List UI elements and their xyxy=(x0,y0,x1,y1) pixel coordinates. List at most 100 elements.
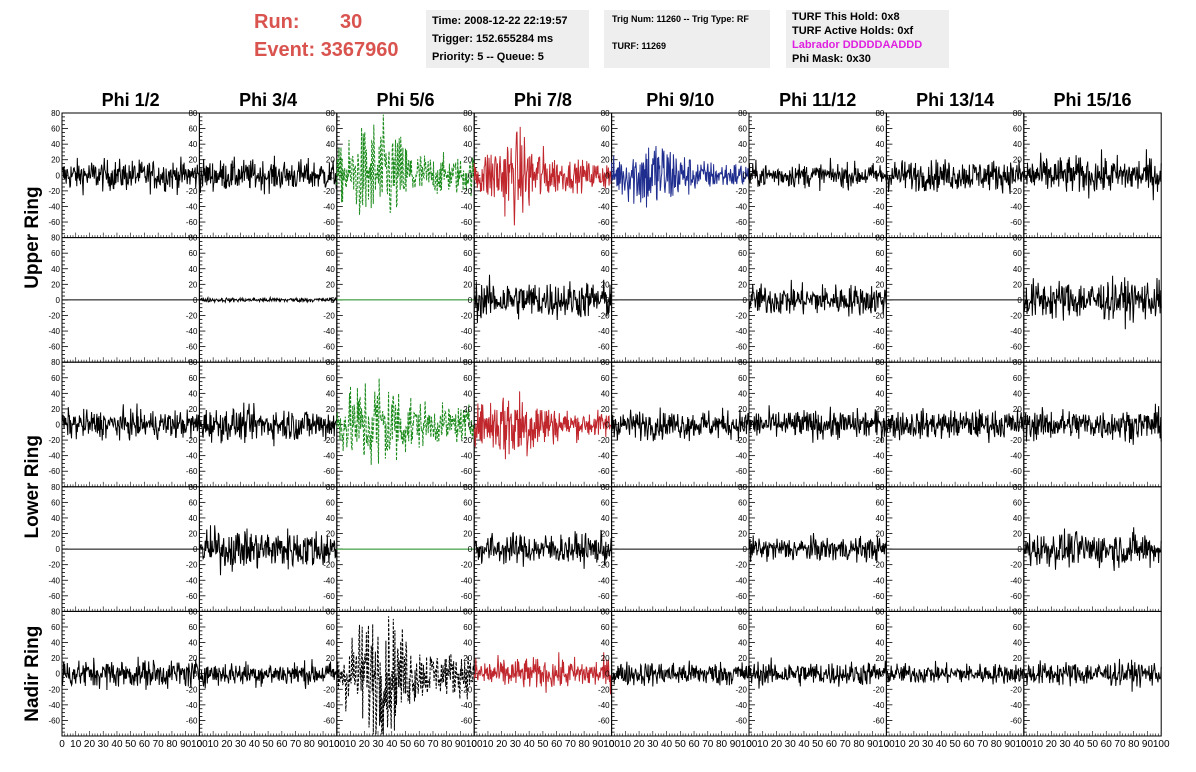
y-tick-label: -40 xyxy=(598,327,610,336)
y-tick-label: 20 xyxy=(875,405,884,414)
y-tick-label: 0 xyxy=(605,421,610,430)
trigger-info-panel: Trig Num: 11260 -- Trig Type: RF TURF: 1… xyxy=(604,10,770,68)
y-tick-label: 20 xyxy=(875,654,884,663)
y-tick-label: -40 xyxy=(186,452,198,461)
y-tick-label: 20 xyxy=(601,280,610,289)
column-title: Phi 13/14 xyxy=(916,90,994,110)
y-tick-label: 60 xyxy=(875,623,884,632)
run-event-box: Run: 30 Event: 3367960 xyxy=(254,8,399,64)
y-tick-label: 0 xyxy=(468,171,473,180)
x-tick-label: 60 xyxy=(1101,739,1113,750)
y-tick-label: -20 xyxy=(323,436,335,445)
y-tick-label: -20 xyxy=(873,311,885,320)
y-tick-label: -20 xyxy=(323,187,335,196)
y-tick-label: 80 xyxy=(875,358,884,367)
y-tick-label: 80 xyxy=(875,483,884,492)
y-tick-label: -60 xyxy=(186,592,198,601)
x-tick-label: 10 xyxy=(208,739,220,750)
y-tick-label: 0 xyxy=(880,545,885,554)
y-tick-label: 60 xyxy=(1013,498,1022,507)
y-tick-label: 20 xyxy=(601,405,610,414)
y-tick-label: 80 xyxy=(326,109,335,118)
y-tick-label: -60 xyxy=(735,592,747,601)
x-tick-label: 70 xyxy=(565,739,577,750)
y-tick-label: 40 xyxy=(326,265,335,274)
y-tick-label: 80 xyxy=(51,109,60,118)
y-tick-label: 20 xyxy=(188,654,197,663)
x-tick-label: 20 xyxy=(771,739,783,750)
y-tick-label: -40 xyxy=(461,452,473,461)
waveform-trace xyxy=(885,159,1025,195)
x-tick-label: 40 xyxy=(1073,739,1085,750)
y-tick-label: 80 xyxy=(326,358,335,367)
x-tick-label: 80 xyxy=(441,739,453,750)
y-tick-label: 0 xyxy=(330,545,335,554)
x-tick-label: 90 xyxy=(455,739,467,750)
y-tick-label: -40 xyxy=(1010,452,1022,461)
x-tick-label: 70 xyxy=(840,739,852,750)
y-tick-label: 20 xyxy=(601,530,610,539)
y-tick-label: -60 xyxy=(186,716,198,725)
y-tick-label: 40 xyxy=(738,639,747,648)
y-tick-label: -40 xyxy=(323,452,335,461)
y-tick-label: 60 xyxy=(875,374,884,383)
y-tick-label: 80 xyxy=(51,358,60,367)
waveform-trace xyxy=(61,403,200,441)
y-tick-label: 20 xyxy=(326,405,335,414)
y-tick-label: 20 xyxy=(51,405,60,414)
y-tick-label: 60 xyxy=(1013,249,1022,258)
waveform-trace xyxy=(748,657,887,689)
x-tick-label: 50 xyxy=(537,739,549,750)
y-tick-label: 80 xyxy=(601,109,610,118)
x-tick-label: 0 xyxy=(1021,739,1027,750)
waveform-trace xyxy=(885,408,1025,444)
waveform-trace xyxy=(198,525,338,576)
waveform-trace xyxy=(748,157,887,192)
y-tick-label: 0 xyxy=(1017,421,1022,430)
y-tick-label: 0 xyxy=(193,171,198,180)
y-tick-label: 0 xyxy=(880,421,885,430)
y-tick-label: -40 xyxy=(461,701,473,710)
y-tick-label: 60 xyxy=(188,623,197,632)
y-tick-label: 80 xyxy=(188,358,197,367)
y-tick-label: 40 xyxy=(875,140,884,149)
x-tick-label: 90 xyxy=(180,739,192,750)
y-tick-label: -40 xyxy=(735,202,747,211)
x-tick-label: 100 xyxy=(603,739,620,750)
y-tick-label: 40 xyxy=(326,639,335,648)
x-tick-label: 90 xyxy=(1142,739,1154,750)
y-tick-label: -20 xyxy=(873,561,885,570)
y-tick-label: -20 xyxy=(1010,436,1022,445)
y-tick-label: 40 xyxy=(326,389,335,398)
y-tick-label: -20 xyxy=(735,436,747,445)
y-tick-label: 20 xyxy=(875,280,884,289)
y-tick-label: -20 xyxy=(461,311,473,320)
y-tick-label: -20 xyxy=(48,187,60,196)
x-tick-label: 70 xyxy=(427,739,439,750)
y-tick-label: 40 xyxy=(463,140,472,149)
y-tick-label: 20 xyxy=(51,530,60,539)
x-tick-label: 10 xyxy=(345,739,357,750)
y-tick-label: 60 xyxy=(738,125,747,134)
y-tick-label: 40 xyxy=(601,639,610,648)
column-title: Phi 11/12 xyxy=(779,90,856,110)
y-tick-label: 0 xyxy=(468,296,473,305)
y-tick-label: -60 xyxy=(461,467,473,476)
waveform-trace xyxy=(198,402,338,447)
y-tick-label: 60 xyxy=(326,498,335,507)
y-tick-label: -60 xyxy=(323,716,335,725)
y-tick-label: -20 xyxy=(735,187,747,196)
x-tick-label: 50 xyxy=(263,739,275,750)
y-tick-label: -20 xyxy=(598,311,610,320)
x-tick-label: 20 xyxy=(221,739,233,750)
y-tick-label: -40 xyxy=(1010,576,1022,585)
y-tick-label: -20 xyxy=(1010,685,1022,694)
y-tick-label: 40 xyxy=(601,389,610,398)
x-tick-label: 40 xyxy=(661,739,673,750)
y-tick-label: 60 xyxy=(463,249,472,258)
y-tick-label: 40 xyxy=(188,514,197,523)
y-tick-label: -60 xyxy=(873,467,885,476)
column-title: Phi 7/8 xyxy=(514,90,572,110)
y-tick-label: -60 xyxy=(186,343,198,352)
y-tick-label: 20 xyxy=(463,530,472,539)
